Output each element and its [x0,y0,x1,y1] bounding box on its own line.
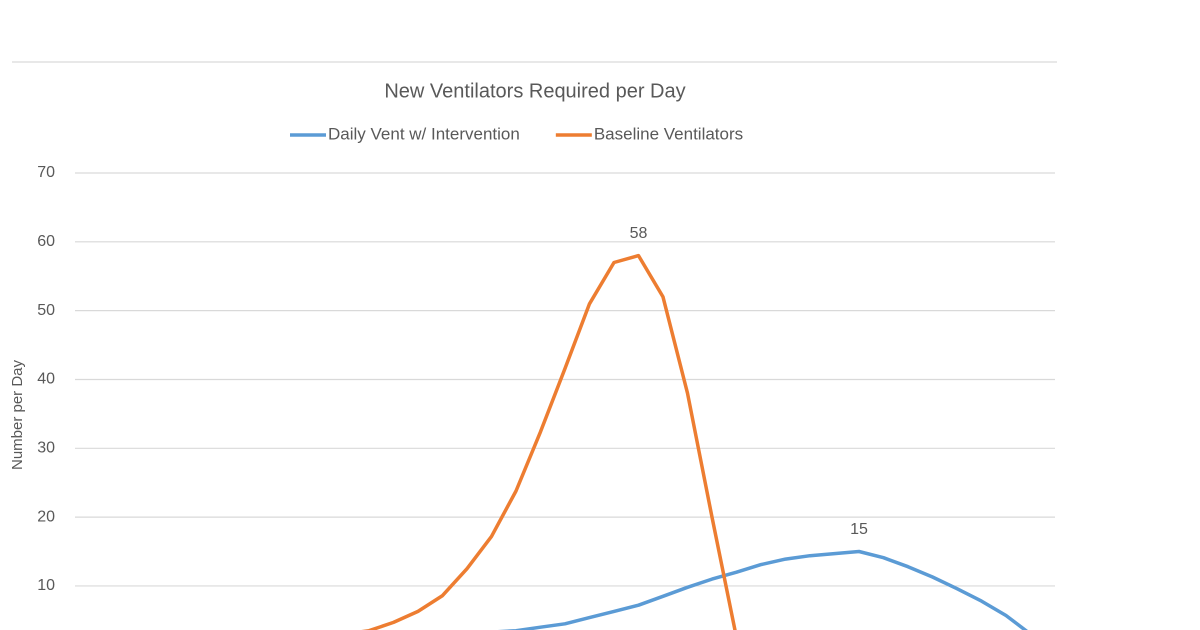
legend-label: Baseline Ventilators [594,124,743,143]
y-axis-title: Number per Day [9,359,26,470]
y-tick-label: 40 [37,371,55,388]
y-tick-label: 70 [37,164,55,181]
chart-title: New Ventilators Required per Day [384,80,685,102]
y-tick-label: 20 [37,508,55,525]
legend-label: Daily Vent w/ Intervention [328,124,520,143]
y-tick-label: 50 [37,302,55,319]
legend: Daily Vent w/ Intervention Baseline Venti… [290,124,743,143]
series-line [361,253,737,630]
data-label: 15 [850,521,868,538]
data-label: 58 [630,225,648,242]
plot-area [361,253,1028,630]
series-line [497,549,1028,630]
y-tick-label: 60 [37,233,55,250]
y-tick-label: 30 [37,440,55,457]
y-tick-label: 10 [37,577,55,594]
